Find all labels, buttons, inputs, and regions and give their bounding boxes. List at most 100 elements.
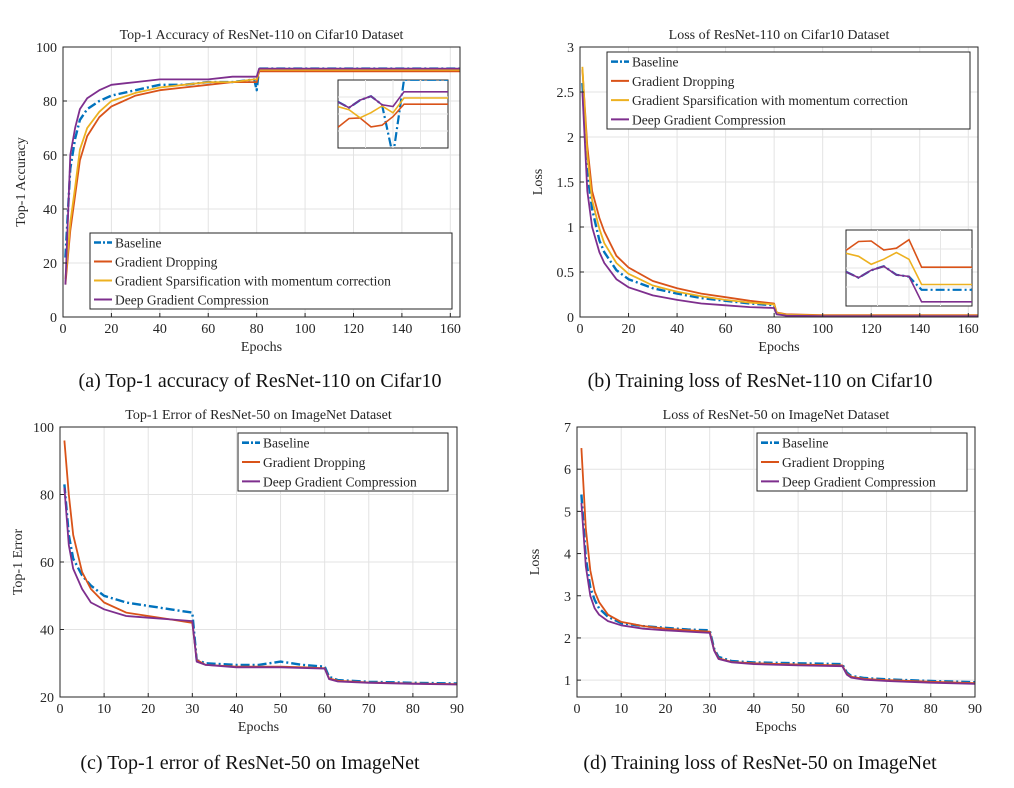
x-axis-label: Epochs — [755, 720, 796, 735]
legend-label-baseline: Baseline — [632, 55, 679, 70]
legend-label-dgc: Deep Gradient Compression — [632, 112, 786, 127]
series-line-dgc — [64, 67, 460, 285]
series-line-dgc — [581, 91, 978, 317]
x-tick-label: 100 — [812, 322, 833, 337]
x-tick-label: 40 — [670, 322, 684, 337]
inset-line-dgc — [338, 91, 448, 109]
x-tick-label: 30 — [703, 702, 717, 717]
x-tick-label: 40 — [229, 702, 243, 717]
x-tick-label: 80 — [767, 322, 781, 337]
inset-a — [337, 79, 449, 149]
x-tick-label: 140 — [391, 322, 412, 337]
inset-line-dgc — [846, 265, 972, 303]
chart-title: Top-1 Error of ResNet-50 on ImageNet Dat… — [125, 408, 392, 423]
x-tick-label: 20 — [141, 702, 155, 717]
caption-b: (b) Training loss of ResNet-110 on Cifar… — [587, 370, 933, 392]
x-tick-label: 60 — [835, 702, 849, 717]
series-line-dropping — [64, 70, 460, 285]
y-axis-label: Loss — [528, 549, 543, 575]
inset-series — [846, 238, 972, 303]
x-tick-label: 60 — [719, 322, 733, 337]
y-tick-label: 60 — [40, 556, 54, 571]
axes-box — [576, 426, 976, 698]
x-tick-label: 120 — [343, 322, 364, 337]
inset-line-dropping — [338, 103, 448, 128]
legend-label-dropping: Gradient Dropping — [263, 455, 366, 470]
x-tick-label: 0 — [577, 322, 584, 337]
series-group-c — [63, 440, 457, 686]
y-tick-label: 100 — [33, 421, 54, 436]
y-tick-label: 1 — [567, 221, 574, 236]
legend-label-dropping: Gradient Dropping — [632, 74, 735, 89]
x-tick-label: 100 — [295, 322, 316, 337]
x-tick-label: 90 — [450, 702, 464, 717]
series-group-d — [580, 448, 975, 685]
y-tick-label: 0.5 — [557, 266, 575, 281]
series-line-baseline — [63, 484, 457, 685]
legend-box — [606, 51, 971, 130]
x-tick-label: 80 — [406, 702, 420, 717]
y-tick-label: 40 — [40, 624, 54, 639]
x-tick-label: 0 — [57, 702, 64, 717]
x-tick-label: 0 — [574, 702, 581, 717]
inset-b — [845, 229, 973, 307]
series-line-dgc — [63, 487, 457, 686]
y-tick-label: 100 — [36, 41, 57, 56]
x-axis-label: Epochs — [241, 340, 282, 355]
x-tick-label: 10 — [614, 702, 628, 717]
chart-title: Loss of ResNet-50 on ImageNet Dataset — [663, 408, 890, 423]
y-tick-label: 0 — [567, 311, 574, 326]
y-axis-label: Top-1 Error — [11, 529, 26, 596]
y-tick-label: 1 — [564, 674, 571, 689]
legend-a: Baseline Gradient Dropping Gradient Sparsi… — [89, 232, 453, 310]
series-line-sparsification — [581, 66, 978, 317]
x-tick-label: 20 — [658, 702, 672, 717]
x-tick-label: 40 — [747, 702, 761, 717]
x-tick-label: 20 — [104, 322, 118, 337]
y-axis-label: Top-1 Accuracy — [14, 137, 29, 227]
y-tick-label: 2.5 — [557, 86, 575, 101]
legend-label-dgc: Deep Gradient Compression — [263, 474, 417, 489]
y-tick-label: 0 — [50, 311, 57, 326]
x-tick-label: 70 — [362, 702, 376, 717]
x-tick-label: 0 — [60, 322, 67, 337]
x-tick-label: 70 — [880, 702, 894, 717]
x-axis-label: Epochs — [238, 720, 279, 735]
axes-box — [62, 46, 461, 318]
x-tick-label: 20 — [622, 322, 636, 337]
x-tick-label: 50 — [274, 702, 288, 717]
series-line-sparsification — [64, 69, 460, 280]
x-axis-label: Epochs — [758, 340, 799, 355]
caption-c: (c) Top-1 error of ResNet-50 on ImageNet — [80, 752, 420, 774]
x-tick-label: 90 — [968, 702, 982, 717]
legend-label-baseline: Baseline — [263, 436, 310, 451]
inset-line-dropping — [846, 238, 972, 268]
chart-title: Loss of ResNet-110 on Cifar10 Dataset — [669, 28, 890, 43]
y-tick-label: 4 — [564, 548, 571, 563]
legend-label-baseline: Baseline — [115, 236, 162, 251]
x-tick-label: 80 — [924, 702, 938, 717]
x-tick-label: 160 — [958, 322, 979, 337]
series-line-baseline — [581, 82, 978, 317]
y-tick-label: 3 — [564, 590, 571, 605]
legend-box — [89, 232, 453, 310]
x-tick-label: 10 — [97, 702, 111, 717]
y-axis-label: Loss — [531, 169, 546, 195]
y-tick-label: 6 — [564, 463, 571, 478]
y-tick-label: 80 — [40, 489, 54, 504]
legend-c: Baseline Gradient Dropping Deep Gradient C… — [237, 432, 449, 492]
legend-box — [237, 432, 449, 492]
caption-d: (d) Training loss of ResNet-50 on ImageN… — [583, 752, 937, 774]
x-tick-label: 40 — [153, 322, 167, 337]
y-tick-label: 80 — [43, 95, 57, 110]
x-tick-label: 80 — [250, 322, 264, 337]
inset-series — [338, 80, 448, 148]
y-tick-label: 7 — [564, 421, 571, 436]
legend-d: Baseline Gradient Dropping Deep Gradient C… — [756, 432, 968, 492]
chart-c: 0 10 20 30 40 50 60 70 80 90 20 40 60 80 100 Top-1 Erro… — [11, 408, 464, 735]
legend-label-dropping: Gradient Dropping — [115, 255, 218, 270]
chart-a: 0 20 40 60 80 100 120 140 160 0 20 40 60 80 100 Top-1 A… — [14, 28, 461, 355]
series-line-dgc — [580, 502, 975, 685]
legend-box — [756, 432, 968, 492]
